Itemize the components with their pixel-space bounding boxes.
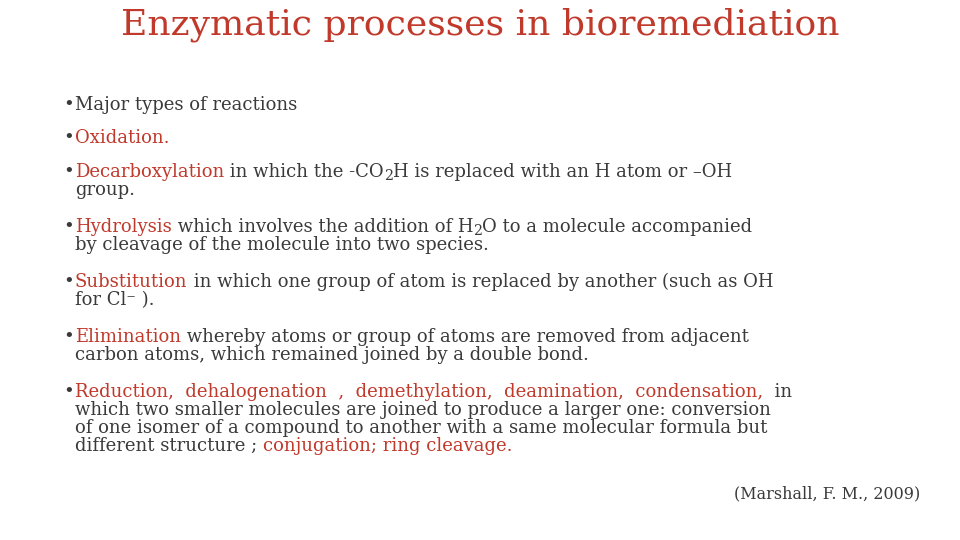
Text: O to a molecule accompanied: O to a molecule accompanied — [482, 218, 753, 236]
Text: which involves the addition of H: which involves the addition of H — [172, 218, 473, 236]
Text: Substitution: Substitution — [75, 273, 187, 291]
Text: of one isomer of a compound to another with a same molecular formula but: of one isomer of a compound to another w… — [75, 419, 767, 437]
Text: Major types of reactions: Major types of reactions — [75, 96, 298, 114]
Text: in which one group of atom is replaced by another (such as OH: in which one group of atom is replaced b… — [187, 273, 773, 291]
Text: in: in — [763, 383, 792, 401]
Text: carbon atoms, which remained joined by a double bond.: carbon atoms, which remained joined by a… — [75, 346, 588, 364]
Text: •: • — [63, 129, 74, 147]
Text: •: • — [63, 163, 74, 181]
Text: H is replaced with an H atom or –OH: H is replaced with an H atom or –OH — [393, 163, 732, 181]
Text: for Cl⁻ ).: for Cl⁻ ). — [75, 291, 155, 309]
Text: group.: group. — [75, 181, 135, 199]
Text: •: • — [63, 328, 74, 346]
Text: whereby atoms or group of atoms are removed from adjacent: whereby atoms or group of atoms are remo… — [181, 328, 749, 346]
Text: conjugation; ring cleavage.: conjugation; ring cleavage. — [263, 437, 513, 455]
Text: which two smaller molecules are joined to produce a larger one: conversion: which two smaller molecules are joined t… — [75, 401, 771, 419]
Text: Elimination: Elimination — [75, 328, 181, 346]
Text: Hydrolysis: Hydrolysis — [75, 218, 172, 236]
Text: different structure ;: different structure ; — [75, 437, 263, 455]
Text: Reduction,  dehalogenation  ,  demethylation,  deamination,  condensation,: Reduction, dehalogenation , demethylatio… — [75, 383, 763, 401]
Text: •: • — [63, 96, 74, 114]
Text: Enzymatic processes in bioremediation: Enzymatic processes in bioremediation — [121, 8, 839, 43]
Text: 2: 2 — [473, 224, 482, 238]
Text: •: • — [63, 218, 74, 236]
Text: by cleavage of the molecule into two species.: by cleavage of the molecule into two spe… — [75, 236, 489, 254]
Text: •: • — [63, 383, 74, 401]
Text: Decarboxylation: Decarboxylation — [75, 163, 225, 181]
Text: in which the -CO: in which the -CO — [225, 163, 384, 181]
Text: Oxidation.: Oxidation. — [75, 129, 170, 147]
Text: •: • — [63, 273, 74, 291]
Text: (Marshall, F. M., 2009): (Marshall, F. M., 2009) — [733, 485, 920, 502]
Text: 2: 2 — [384, 169, 393, 183]
